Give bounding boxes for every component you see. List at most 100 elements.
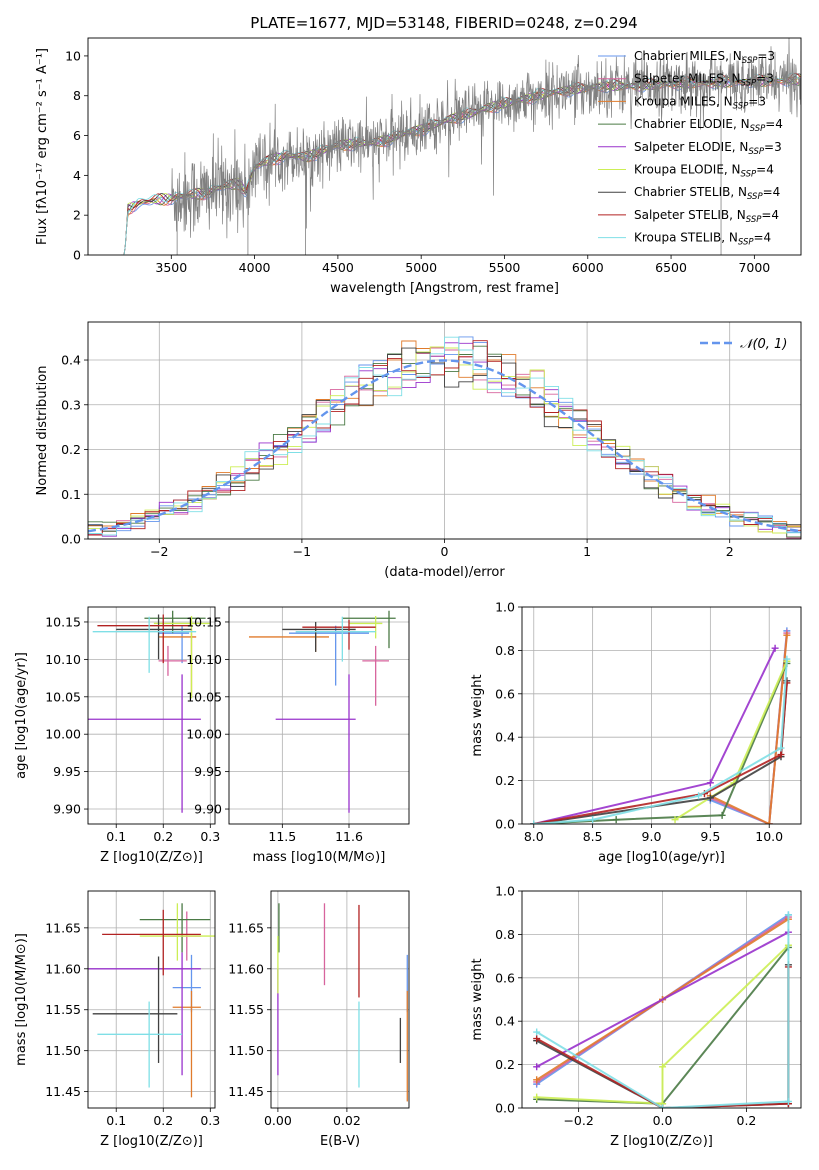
series-line — [709, 632, 788, 824]
x-tick-label: 2 — [726, 544, 734, 559]
series-point — [659, 1063, 667, 1071]
series-kroupa-stelib — [533, 911, 792, 1108]
y-tick-label: 1.0 — [495, 884, 515, 899]
x-tick-label: 5500 — [489, 260, 521, 275]
series-line — [536, 931, 789, 1068]
x-tick-label: 10.0 — [755, 829, 783, 844]
y-tick-label: 11.45 — [228, 1084, 264, 1099]
y-tick-label: 11.65 — [45, 920, 81, 935]
panel-mass-vs-Z: 0.1 0.2 0.3 11.45 11.50 11.55 11.60 11.65 Z [log… — [14, 890, 220, 1149]
series-point — [784, 911, 792, 919]
y-tick-label: 10.15 — [45, 614, 81, 629]
y-tick-label: 0.4 — [495, 1014, 515, 1029]
y-tick-label: 0.0 — [61, 532, 81, 547]
legend-label-kroupa-miles: Kroupa MILES, NSSP=3 — [634, 94, 766, 111]
plot-area-age-vs-Z — [88, 610, 211, 813]
series-point — [784, 1097, 792, 1105]
y-tick-label: 0.2 — [495, 1057, 515, 1072]
x-tick-label: −0.2 — [563, 1113, 593, 1128]
y-tick-label: 11.50 — [228, 1043, 264, 1058]
x-tick-label: −2 — [150, 544, 168, 559]
y-axis-label: Flux [fλ10⁻¹⁷ erg cm⁻² s⁻¹ A⁻¹] — [35, 48, 50, 245]
y-tick-label: 0.0 — [495, 1101, 515, 1116]
x-tick-label: 0.02 — [333, 1113, 361, 1128]
series-point — [783, 631, 791, 639]
errorbar-kroupa-stelib — [97, 1001, 183, 1088]
y-tick-label: 11.55 — [45, 1002, 81, 1017]
series-point — [777, 744, 785, 752]
series-line — [536, 914, 790, 1108]
y-tick-label: 10.10 — [45, 652, 81, 667]
y-tick-label: 0 — [73, 248, 81, 263]
y-tick-label: 0.4 — [495, 730, 515, 745]
y-tick-label: 0.0 — [495, 817, 515, 832]
y-tick-label: 0.2 — [61, 442, 81, 457]
series-point — [530, 820, 538, 824]
y-tick-label: 0.4 — [61, 353, 81, 368]
y-tick-label: 10.00 — [186, 727, 222, 742]
y-tick-label: 0.6 — [495, 686, 515, 701]
legend-label-kroupa-stelib: Kroupa STELIB, NSSP=4 — [634, 231, 771, 248]
y-tick-label: 10.10 — [186, 652, 222, 667]
series-point — [671, 816, 679, 824]
y-tick-label: 1.0 — [495, 600, 515, 615]
legend-label-salpeter-elodie: Salpeter ELODIE, NSSP=3 — [634, 140, 782, 157]
x-tick-label: −1 — [293, 544, 311, 559]
y-axis-label: mass weight — [470, 674, 485, 756]
errorbar-chabrier-stelib — [116, 614, 192, 660]
x-axis-label: E(B-V) — [320, 1134, 360, 1149]
panel-age-vs-mass: 11.5 11.6 9.90 9.95 10.00 10.05 10.10 10.15 mass… — [186, 606, 410, 865]
x-tick-label: 6500 — [655, 260, 687, 275]
panel-massweight-vs-age: 8.0 8.5 9.0 9.5 10.0 0.0 0.2 0.4 0.6 0.8 1.0 age [l… — [470, 600, 802, 865]
x-tick-label: 0.00 — [264, 1113, 292, 1128]
errorbar-kroupa-elodie — [139, 903, 215, 961]
data-spectrum — [170, 38, 801, 239]
errorbar-salpeter-stelib — [102, 909, 201, 976]
errorbar-chabrier-miles — [289, 625, 369, 686]
x-tick-label: 0.3 — [200, 829, 220, 844]
legend-label-chabrier-miles: Chabrier MILES, NSSP=3 — [634, 49, 775, 66]
series-line — [533, 659, 788, 824]
plot-area-massweight-vs-age — [530, 627, 791, 824]
x-tick-label: 8.0 — [524, 829, 544, 844]
series-point — [771, 644, 779, 652]
series-salpeter-elodie — [530, 644, 779, 824]
errorbar-kroupa-stelib — [295, 616, 376, 662]
y-tick-label: 0.6 — [495, 970, 515, 985]
axes-frame — [87, 890, 216, 1109]
errorbar-kroupa-stelib — [92, 616, 197, 673]
x-axis-label: Z [log10(Z/Z⊙)] — [100, 850, 203, 865]
y-tick-label: 11.45 — [45, 1084, 81, 1099]
x-tick-label: 9.5 — [700, 829, 720, 844]
series-point — [706, 779, 714, 787]
panel-residuals: −2 −1 0 1 2 0.0 0.1 0.2 0.3 0.4 (data-model)/error… — [35, 321, 802, 580]
series-point — [533, 1093, 541, 1101]
y-tick-label: 0.1 — [61, 487, 81, 502]
histogram-kroupa-stelib — [88, 336, 801, 539]
errorbar-salpeter-stelib — [302, 619, 376, 650]
series-point — [706, 794, 714, 802]
y-tick-label: 8 — [73, 88, 81, 103]
errorbar-salpeter-stelib — [97, 614, 192, 664]
figure-title: PLATE=1677, MJD=53148, FIBERID=0248, z=0… — [250, 14, 637, 32]
axes-frame — [87, 606, 216, 825]
series-point — [777, 751, 785, 759]
series-point — [695, 792, 703, 800]
y-tick-label: 9.90 — [194, 802, 222, 817]
axes-frame — [270, 890, 410, 1109]
y-tick-label: 6 — [73, 128, 81, 143]
series-point — [533, 1076, 541, 1084]
y-axis-label: mass [log10(M/M⊙)] — [14, 933, 29, 1066]
series-line — [709, 635, 788, 824]
y-tick-label: 11.65 — [228, 920, 264, 935]
legend-label-normal: 𝒩(0, 1) — [740, 337, 787, 352]
x-tick-label: 0.1 — [106, 1113, 126, 1128]
plot-area-residuals — [88, 336, 801, 539]
series-point — [718, 811, 726, 819]
errorbar-kroupa-miles — [172, 990, 201, 1098]
plot-area-massweight-vs-Z — [533, 911, 792, 1108]
x-axis-label: Z [log10(Z/Z⊙)] — [100, 1134, 203, 1149]
x-tick-label: 5000 — [405, 260, 437, 275]
y-tick-label: 10.15 — [186, 614, 222, 629]
legend-label-salpeter-stelib: Salpeter STELIB, NSSP=4 — [634, 208, 779, 225]
